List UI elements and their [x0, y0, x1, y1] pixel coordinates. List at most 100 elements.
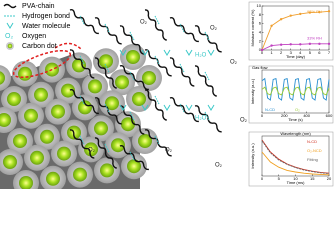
annotation: Gas flow	[252, 65, 268, 70]
legend-label: Oxygen	[22, 33, 46, 40]
carbon-dot	[30, 150, 44, 165]
carbon-dot	[61, 83, 75, 98]
y-tick-label: 8	[259, 12, 262, 17]
x-tick-label: 5	[278, 176, 281, 181]
pva-chain	[119, 105, 145, 135]
hydrogen-bond	[129, 111, 135, 121]
hydrogen-bond	[79, 95, 85, 105]
hydrogen-bond	[104, 143, 110, 153]
plot-area	[261, 5, 330, 51]
water-molecule	[119, 49, 127, 56]
water-molecule	[185, 49, 193, 56]
carbon-dot	[99, 54, 113, 69]
carbon-dot	[142, 71, 156, 85]
x-tick-label: 0	[261, 113, 264, 118]
diagram-label: O₂	[240, 118, 248, 124]
series-line	[261, 86, 330, 96]
carbon-dot	[127, 159, 141, 174]
x-axis-label: Time (ms)	[287, 180, 306, 185]
x-tick-label: 6	[318, 50, 321, 55]
water-molecule	[141, 49, 149, 56]
carbon-dot	[88, 79, 102, 94]
hydrogen-bond	[179, 103, 185, 113]
pva-chain	[94, 17, 122, 45]
y-tick-label: 6	[259, 21, 262, 26]
carbon-dot	[0, 71, 5, 85]
x-tick-label: 20	[327, 176, 332, 181]
series-line	[261, 77, 330, 101]
x-tick-label: 3	[290, 50, 293, 55]
carbon-dot	[57, 146, 71, 161]
x-axis-label: Time (s)	[288, 117, 303, 122]
pva-chain	[144, 9, 167, 41]
diagram-label: O₂	[88, 148, 96, 154]
hydrogen-bond	[154, 135, 160, 145]
x-tick-label: 0	[261, 176, 264, 181]
pva-chain	[94, 137, 117, 169]
series-line	[261, 43, 329, 51]
y-tick-label: 4	[259, 29, 262, 34]
carbon-dot	[84, 142, 98, 157]
carbon-dot	[111, 138, 125, 153]
water-molecule	[163, 49, 171, 56]
pva-chain	[69, 129, 95, 159]
legend-icon	[3, 3, 17, 9]
hydrogen-bond	[179, 63, 185, 73]
hydrogen-bond	[104, 23, 110, 33]
hydrogen-bond	[154, 15, 160, 25]
water-molecule	[207, 49, 215, 56]
pva-chain	[169, 97, 199, 123]
pva-chain	[69, 89, 99, 115]
pva-chain	[144, 89, 167, 121]
legend-label: Water molecule	[22, 23, 70, 30]
hydrogen-bond	[204, 71, 210, 81]
x-tick-label: 600	[326, 113, 333, 118]
zoom-arrow	[54, 42, 83, 51]
x-tick-label: 10	[293, 176, 298, 181]
carbon-dot-film	[0, 42, 162, 189]
series-label: Fitting	[307, 157, 318, 162]
pva-chain	[69, 9, 99, 35]
legend-label: Hydrogen bond	[22, 13, 70, 20]
carbon-dot	[126, 50, 140, 64]
water-molecule	[207, 104, 215, 111]
legend-label: Carbon dot	[22, 43, 57, 50]
diagram-label: O₂	[210, 26, 218, 32]
legend-label: PVA-chain	[22, 3, 55, 10]
carbon-dot	[100, 163, 114, 178]
x-tick-label: 1	[270, 50, 273, 55]
carbon-dot	[3, 155, 17, 169]
x-tick-label: 200	[281, 113, 288, 118]
charts: 0 1 2 3 4 5 6 7 0 2 4 6 8 10 Time (day) Moisture conten…	[248, 1, 334, 187]
hydrogen-bond	[129, 151, 135, 161]
hydrogen-bond	[179, 23, 185, 33]
carbon-dot	[138, 134, 152, 148]
carbon-dot	[121, 117, 135, 132]
legend-icon: O₂	[5, 33, 13, 40]
carbon-dot	[73, 167, 87, 182]
x-tick-label: 2	[280, 50, 283, 55]
hydrogen-bond	[204, 111, 210, 121]
plot-area	[261, 69, 330, 114]
water-molecule	[119, 104, 127, 111]
pva-chain	[194, 25, 222, 53]
carbon-dot	[46, 171, 60, 186]
carbon-dot	[78, 100, 92, 115]
pva-chain	[169, 57, 195, 87]
hydrogen-bond	[129, 71, 135, 81]
y-tick-label: 2	[259, 38, 262, 43]
x-axis-label: Time (day)	[286, 54, 306, 59]
x-tick-label: 15	[310, 176, 315, 181]
pva-chain	[119, 25, 145, 55]
legend: PVA-chain Hydrogen bond Water molecule O₂ Ox…	[3, 3, 70, 50]
hydrogen-bond	[104, 103, 110, 113]
legend-icon	[7, 43, 13, 49]
pva-chain	[194, 65, 217, 97]
series-label: O₂-NCD	[307, 148, 322, 153]
series-line	[261, 140, 330, 175]
pva-chain	[169, 17, 199, 43]
x-tick-label: 7	[328, 50, 331, 55]
pva-network: O₂ O₂ O₂ O₂ O₂ H₂O H₂O O₂ O₂	[69, 9, 248, 171]
carbon-dot	[51, 104, 65, 119]
x-tick-label: 4	[299, 50, 302, 55]
